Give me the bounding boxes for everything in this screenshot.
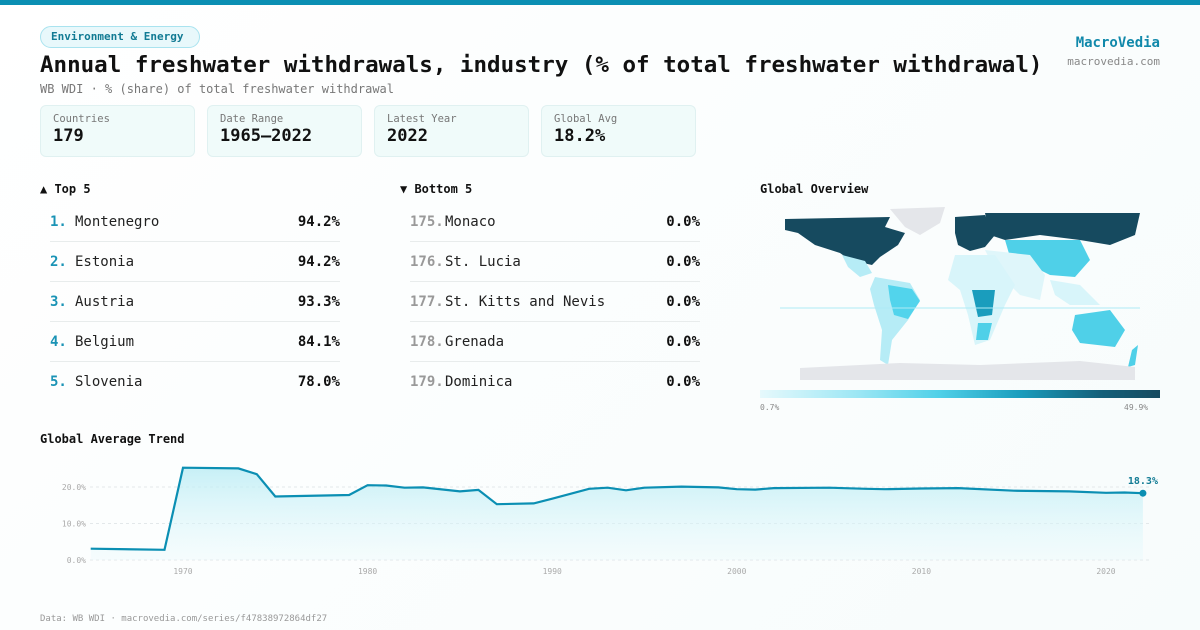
rank: 176. [410,253,444,270]
list-item[interactable]: 176. St. Lucia 0.0% [410,242,700,282]
rank: 1. [50,213,67,230]
list-item[interactable]: 1. Montenegro 94.2% [50,202,340,242]
stat-label: Latest Year [387,113,457,125]
country-name: St. Lucia [445,253,521,270]
list-item[interactable]: 177. St. Kitts and Nevis 0.0% [410,282,700,322]
southeast-asia [1050,280,1100,305]
stat-label: Date Range [220,113,284,125]
brand-name[interactable]: MacroVedia [1075,35,1160,51]
country-value: 84.1% [297,333,340,350]
trend-area [90,467,1143,560]
russia [985,213,1140,245]
stat-date-range: Date Range 1965–2022 [207,105,362,157]
north-america [785,217,905,265]
top-accent-bar [0,0,1200,5]
country-name: Estonia [75,253,135,270]
country-name: Austria [75,293,135,310]
list-item[interactable]: 4. Belgium 84.1% [50,322,340,362]
central-africa [972,290,995,317]
europe [955,215,995,251]
trend-heading: Global Average Trend [40,432,185,446]
category-pill[interactable]: Environment & Energy [40,26,201,48]
rank: 4. [50,333,67,350]
country-name: Slovenia [75,374,143,390]
stat-value: 1965–2022 [220,126,313,146]
bottom5-heading: ▼ Bottom 5 [400,182,473,196]
antarctica [800,361,1135,380]
x-tick-label: 1980 [358,567,377,576]
map-color-legend [760,390,1160,398]
country-value: 94.2% [297,253,340,270]
bottom5-list: 175. Monaco 0.0% 176. St. Lucia 0.0% 177. St.… [410,202,700,402]
list-item[interactable]: 3. Austria 93.3% [50,282,340,322]
x-tick-label: 1970 [173,567,192,576]
list-item[interactable]: 179. Dominica 0.0% [410,362,700,402]
stat-latest-year: Latest Year 2022 [374,105,529,157]
stat-value: 2022 [387,126,428,146]
rank: 177. [410,293,444,310]
y-tick-label: 20.0% [62,483,86,492]
country-name: Grenada [445,333,505,350]
australia [1072,310,1125,347]
y-tick-label: 10.0% [62,520,86,529]
x-tick-label: 1990 [543,567,562,576]
country-name: St. Kitts and Nevis [445,293,606,310]
country-value: 78.0% [297,374,340,390]
brand-url[interactable]: macrovedia.com [1067,55,1160,68]
country-value: 0.0% [666,333,700,350]
rank: 179. [410,374,444,390]
country-name: Montenegro [75,213,160,230]
x-tick-label: 2000 [727,567,746,576]
rank: 175. [410,213,444,230]
country-name: Dominica [445,374,513,390]
y-tick-label: 0.0% [67,556,86,565]
x-tick-label: 2020 [1096,567,1115,576]
top5-list: 1. Montenegro 94.2% 2. Estonia 94.2% 3. Austr… [50,202,340,402]
x-tick-label: 2010 [912,567,931,576]
country-name: Belgium [75,333,135,350]
legend-min: 0.7% [760,403,780,412]
page-subtitle: WB WDI · % (share) of total freshwater w… [40,82,395,96]
country-value: 0.0% [666,253,700,270]
new-zealand [1128,345,1138,367]
legend-max: 49.9% [1124,403,1149,412]
page-title: Annual freshwater withdrawals, industry … [40,52,1043,78]
rank: 3. [50,293,67,310]
mexico [842,255,872,277]
stat-global-avg: Global Avg 18.2% [541,105,696,157]
stat-value: 179 [53,126,84,146]
footer-source: Data: WB WDI · macrovedia.com/series/f47… [40,614,328,624]
rank: 2. [50,253,67,270]
country-name: Monaco [445,213,496,230]
country-value: 0.0% [666,213,700,230]
stat-value: 18.2% [554,126,606,146]
asia [1005,240,1090,277]
map-heading: Global Overview [760,182,869,196]
stat-label: Global Avg [554,113,618,125]
top5-heading: ▲ Top 5 [40,182,91,196]
list-item[interactable]: 178. Grenada 0.0% [410,322,700,362]
stat-countries: Countries 179 [40,105,195,157]
stat-label: Countries [53,113,110,125]
brazil [888,285,920,319]
rank: 5. [50,374,67,390]
list-item[interactable]: 5. Slovenia 78.0% [50,362,340,402]
country-value: 94.2% [297,213,340,230]
trend-chart[interactable]: 0.0% 10.0% 20.0% 1970 1980 1990 2000 2010 2020 1… [0,450,1200,590]
trend-line [90,466,1143,551]
world-map[interactable] [780,205,1140,380]
last-value-label: 18.3% [1128,476,1158,487]
list-item[interactable]: 2. Estonia 94.2% [50,242,340,282]
southern-africa [976,323,992,340]
last-point-marker[interactable] [1139,489,1147,497]
country-value: 0.0% [666,374,700,390]
country-value: 93.3% [297,293,340,310]
greenland [890,207,945,235]
list-item[interactable]: 175. Monaco 0.0% [410,202,700,242]
rank: 178. [410,333,444,350]
country-value: 0.0% [666,293,700,310]
